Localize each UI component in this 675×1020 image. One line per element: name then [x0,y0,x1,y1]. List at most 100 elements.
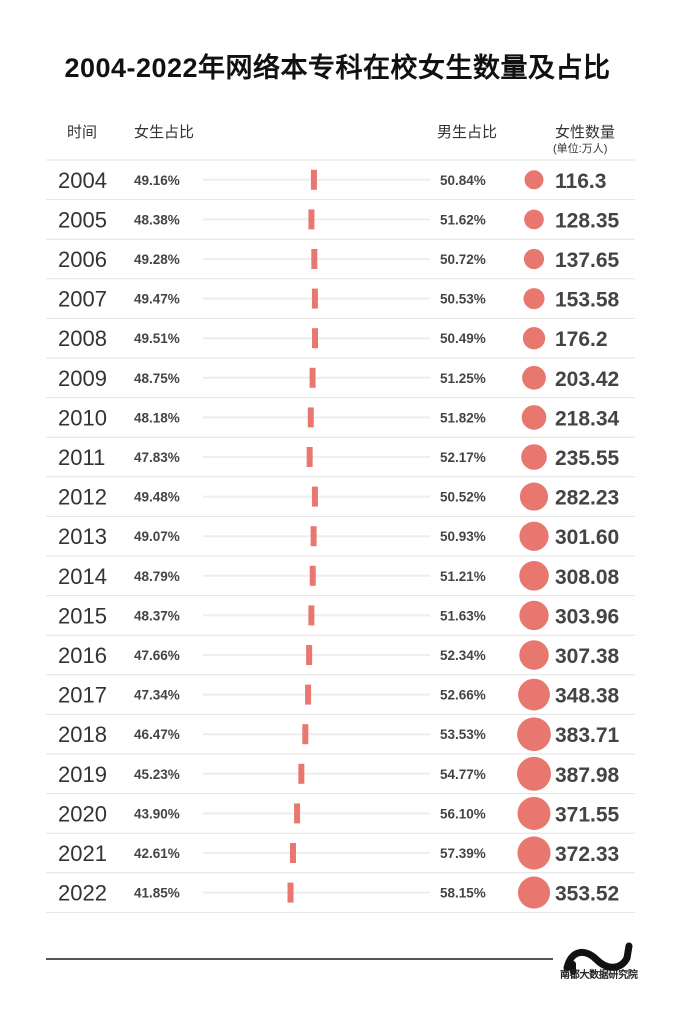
female-count-label: 372.33 [555,843,619,866]
share-table-chart: 2004 49.16% 50.84% 116.3 2005 48.38% 51.62% 128… [46,159,635,913]
female-share-label: 48.38% [134,212,180,227]
year-label: 2017 [58,683,107,708]
female-count-label: 137.65 [555,249,620,272]
female-count-bubble [517,756,551,791]
female-count-bubble [519,640,549,670]
year-label: 2009 [58,366,107,391]
year-label: 2006 [58,247,107,272]
female-share-marker [306,645,313,665]
female-count-bubble [523,248,545,270]
female-count-bubble [517,717,551,752]
female-count-bubble [521,405,547,430]
female-share-marker [312,328,319,349]
male-share-label: 54.77% [440,767,486,782]
female-share-marker [310,526,317,547]
male-share-label: 52.17% [440,450,486,465]
female-share-label: 47.83% [134,450,180,465]
female-count-bubble [524,170,544,190]
male-share-label: 50.53% [440,292,486,307]
female-count-label: 348.38 [555,685,620,708]
female-share-marker [308,209,315,230]
year-label: 2010 [58,405,107,430]
male-share-label: 57.39% [440,846,486,861]
female-count-bubble [519,521,549,551]
header-unit: (单位:万人) [553,143,608,155]
male-share-label: 50.84% [440,173,486,188]
female-count-bubble [523,288,545,310]
male-share-label: 51.25% [440,371,486,386]
female-count-bubble [521,444,547,470]
female-count-label: 371.55 [555,803,620,826]
male-share-label: 53.53% [440,727,486,742]
year-label: 2013 [58,524,107,549]
female-count-label: 218.34 [555,407,620,430]
year-label: 2018 [58,722,107,747]
female-share-marker [311,249,318,269]
female-share-marker [311,486,318,507]
male-share-label: 52.34% [440,648,486,663]
female-count-label: 308.08 [555,566,620,589]
female-share-label: 48.79% [134,569,180,584]
female-share-label: 49.51% [134,331,180,346]
male-share-label: 50.93% [440,529,486,544]
female-count-label: 301.60 [555,526,619,549]
female-count-label: 307.38 [555,645,620,668]
female-share-marker [287,882,294,903]
female-count-label: 353.52 [555,883,619,906]
female-count-bubble [522,365,546,390]
female-count-bubble [524,209,544,230]
year-label: 2016 [58,643,107,668]
header-female-share: 女生占比 [134,124,195,141]
brand-name: 南都大数据研究院 [560,970,638,981]
female-share-marker [298,763,305,784]
female-share-marker [308,605,315,626]
female-count-label: 203.42 [555,368,619,391]
female-share-label: 48.75% [134,371,180,386]
female-share-marker [289,843,296,863]
year-label: 2004 [58,168,107,193]
female-count-bubble [519,600,549,631]
female-count-label: 176.2 [555,328,608,351]
female-count-bubble [518,678,550,711]
brand-logo-icon [563,942,633,975]
female-share-marker [309,367,316,388]
female-share-label: 43.90% [134,806,180,821]
female-share-label: 41.85% [134,886,180,901]
footer-divider [46,958,553,960]
female-count-label: 153.58 [555,289,620,312]
female-count-label: 235.55 [555,447,620,470]
male-share-label: 58.15% [440,886,486,901]
female-share-label: 48.37% [134,608,180,623]
male-share-label: 50.52% [440,490,486,505]
female-share-marker [306,447,313,467]
female-share-label: 49.16% [134,173,180,188]
year-label: 2008 [58,326,107,351]
female-count-bubble [517,796,551,830]
female-count-bubble [517,876,551,909]
male-share-label: 51.21% [440,569,486,584]
female-share-marker [311,288,318,309]
female-share-marker [305,684,312,705]
male-share-label: 50.49% [440,331,486,346]
male-share-label: 52.66% [440,688,486,703]
male-share-label: 51.63% [440,608,486,623]
female-count-bubble [522,327,546,350]
male-share-label: 51.62% [440,212,486,227]
year-label: 2021 [58,841,107,866]
year-label: 2015 [58,603,107,628]
female-count-label: 128.35 [555,209,620,232]
female-share-marker [302,724,309,745]
female-share-label: 47.34% [134,688,180,703]
year-label: 2011 [58,445,105,470]
year-label: 2007 [58,287,107,312]
female-share-label: 49.48% [134,490,180,505]
female-share-label: 45.23% [134,767,180,782]
female-count-label: 303.96 [555,605,619,628]
year-label: 2005 [58,207,107,232]
year-label: 2020 [58,801,107,826]
year-label: 2014 [58,564,107,589]
female-count-label: 383.71 [555,724,620,747]
chart-title: 2004-2022年网络本专科在校女生数量及占比 [64,53,611,83]
female-share-marker [309,565,316,586]
female-share-label: 49.07% [134,529,180,544]
